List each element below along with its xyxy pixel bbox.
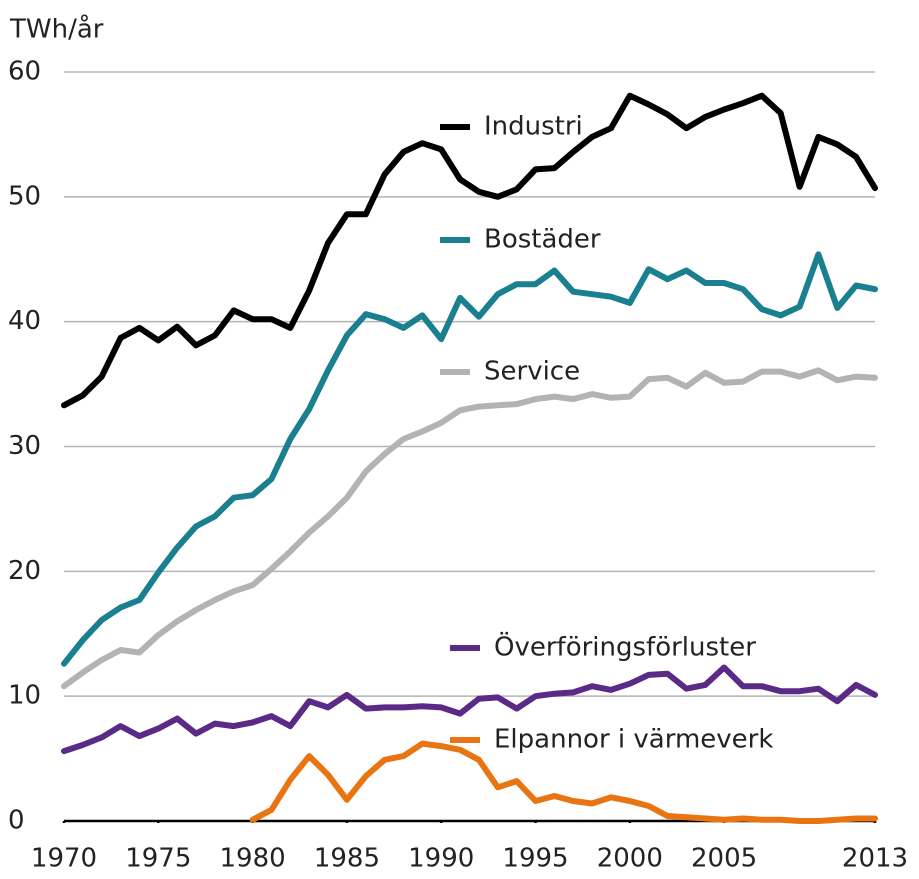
y-tick-label: 20 bbox=[8, 556, 41, 586]
series-line bbox=[61, 251, 878, 667]
legend-label: Industri bbox=[484, 112, 583, 142]
legend-label: Bostäder bbox=[484, 225, 601, 255]
x-tick-label: 2000 bbox=[597, 844, 663, 874]
series-line bbox=[249, 740, 878, 824]
x-tick-label: 1995 bbox=[502, 844, 568, 874]
x-tick-label: 1975 bbox=[125, 844, 191, 874]
y-tick-label: 60 bbox=[8, 57, 41, 87]
y-tick-label: 40 bbox=[8, 306, 41, 336]
y-axis-label: TWh/år bbox=[9, 14, 104, 45]
x-tick-label: 1980 bbox=[220, 844, 286, 874]
y-tick-label: 10 bbox=[8, 681, 41, 711]
x-tick-label: 1970 bbox=[31, 844, 97, 874]
x-tick-label: 2013 bbox=[842, 844, 908, 874]
x-tick-label: 2005 bbox=[691, 844, 757, 874]
legend-label: Överföringsförluster bbox=[494, 631, 756, 663]
series-line bbox=[61, 664, 878, 755]
legend-label: Service bbox=[484, 357, 580, 387]
y-tick-label: 30 bbox=[8, 431, 41, 461]
x-tick-label: 1990 bbox=[408, 844, 474, 874]
legend-label: Elpannor i värmeverk bbox=[494, 725, 773, 755]
series-line bbox=[61, 92, 878, 409]
series-line bbox=[61, 367, 878, 690]
y-tick-label: 0 bbox=[8, 806, 25, 836]
y-tick-label: 50 bbox=[8, 181, 41, 211]
x-tick-label: 1985 bbox=[314, 844, 380, 874]
